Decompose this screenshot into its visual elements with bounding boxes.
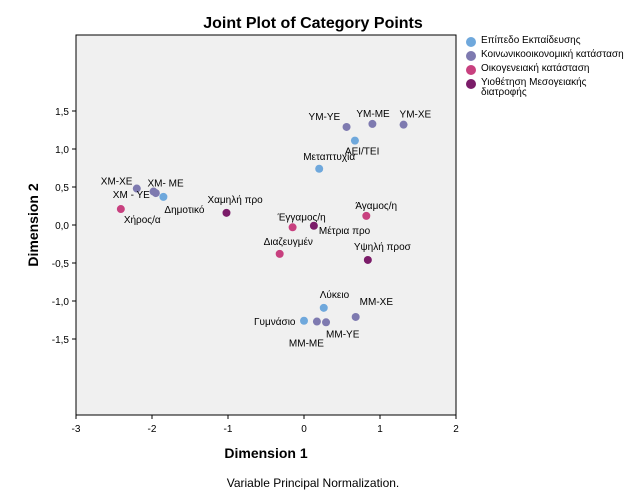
point-label: ΥΜ-ΧΕ [400, 110, 432, 121]
legend-item: Οικογενειακή κατάσταση [466, 64, 624, 75]
scatter-point [322, 318, 331, 327]
scatter-point [368, 119, 377, 128]
y-tick-label: 1,0 [55, 145, 69, 156]
axis-ticks: -3 -2 -1 0 1 2 1,5 1,0 0,5 0,0 -0,5 -1,0 -1,5 [52, 107, 459, 435]
chart-title: Joint Plot of Category Points [203, 15, 423, 32]
point-label: ΑΕΙ/ΤΕΙ [345, 147, 379, 158]
point-label: Μεταπτυχία [303, 151, 355, 163]
point-label: Λύκειο [320, 289, 350, 301]
points-layer [116, 119, 408, 327]
point-label: ΜΜ-ΧΕ [360, 297, 394, 308]
legend-item: Κοινωνικοοικονομική κατάσταση [466, 50, 624, 61]
point-label: Γυμνάσιο [254, 316, 296, 328]
legend-item: Υιοθέτηση Μεσογειακής διατροφής [466, 78, 624, 98]
point-label: ΧΜ - ΥΕ [113, 190, 150, 201]
x-tick-label: 1 [377, 424, 383, 435]
point-label: Δημοτικό [164, 204, 204, 216]
legend-marker [466, 79, 476, 89]
legend-label: Οικογενειακή κατάσταση [481, 63, 590, 74]
y-tick-label: 1,5 [55, 107, 69, 118]
scatter-point [159, 192, 168, 201]
point-label: Έγγαμος/η [277, 212, 326, 223]
scatter-point [116, 205, 125, 214]
legend-marker [466, 37, 476, 47]
scatter-point [288, 223, 297, 232]
scatter-point [350, 136, 359, 145]
scatter-point [342, 122, 351, 131]
scatter-point [309, 221, 318, 230]
point-label: ΜΜ-ΜΕ [289, 339, 324, 350]
scatter-point [315, 164, 324, 173]
scatter-point [222, 208, 231, 217]
point-label: ΜΜ-ΥΕ [326, 329, 360, 340]
point-label: ΥΜ-ΜΕ [356, 109, 390, 120]
point-label: ΧΜ-ΧΕ [101, 177, 133, 188]
point-label: Χήρος/α [124, 214, 161, 226]
legend-label: Υιοθέτηση Μεσογειακής διατροφής [481, 77, 587, 98]
footnote: Variable Principal Normalization. [226, 476, 400, 490]
point-label: Χαμηλή προ [207, 194, 263, 206]
y-axis-label: Dimension 2 [25, 183, 41, 266]
scatter-point [363, 255, 372, 264]
x-axis-label: Dimension 1 [224, 445, 307, 461]
scatter-point [132, 184, 141, 193]
x-tick-label: -3 [72, 424, 81, 435]
point-label: Υψηλή προσ [354, 241, 412, 253]
scatter-point [362, 211, 371, 220]
x-tick-label: 0 [301, 424, 307, 435]
y-tick-label: -0,5 [52, 259, 70, 270]
x-tick-label: -2 [148, 424, 157, 435]
point-label: ΥΜ-ΥΕ [309, 112, 341, 123]
scatter-point [275, 249, 284, 258]
point-label: Διαζευγμέν [264, 236, 313, 248]
scatter-point [300, 316, 308, 325]
y-tick-label: -1,0 [52, 297, 70, 308]
scatter-point [312, 317, 321, 326]
legend-item: Επίπεδο Εκπαίδευσης [466, 36, 624, 47]
y-tick-label: 0,0 [55, 221, 69, 232]
legend-label: Επίπεδο Εκπαίδευσης [481, 35, 581, 46]
y-tick-label: -1,5 [52, 335, 70, 346]
x-tick-label: 2 [453, 424, 459, 435]
point-label: ΧΜ- ΜΕ [148, 179, 184, 190]
point-label: Άγαμος/η [355, 201, 397, 212]
legend-marker [466, 51, 476, 61]
y-tick-label: 0,5 [55, 183, 69, 194]
plot-area [75, 34, 457, 416]
scatter-point [151, 189, 160, 198]
scatter-point [399, 120, 408, 129]
scatter-point [319, 303, 328, 312]
scatter-point [351, 312, 360, 321]
legend-label: Κοινωνικοοικονομική κατάσταση [481, 49, 624, 60]
point-label: Μέτρια προ [319, 225, 371, 237]
chart-legend: Επίπεδο Εκπαίδευσης Κοινωνικοοικονομική κ… [466, 36, 624, 101]
x-tick-label: -1 [224, 424, 233, 435]
legend-marker [466, 65, 476, 75]
